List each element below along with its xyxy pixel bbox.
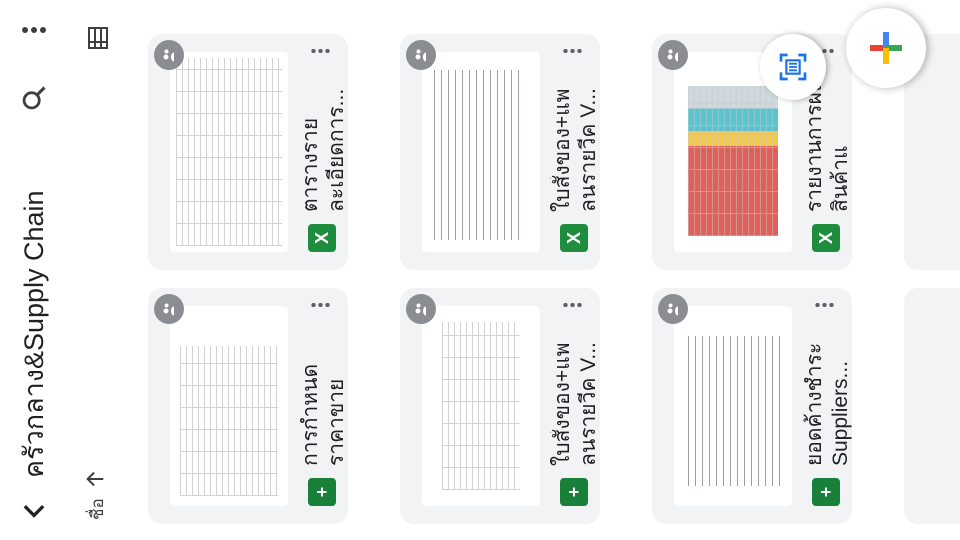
- file-name: ตารางรายละเอียดการ...: [299, 88, 348, 212]
- more-vert-icon: [310, 49, 330, 53]
- new-file-button[interactable]: [846, 8, 926, 88]
- list-view-button[interactable]: [78, 18, 118, 58]
- sort-direction-button[interactable]: [80, 464, 110, 494]
- file-name: ใบสั่งของ+แพลนรายวีค V...: [551, 342, 600, 466]
- arrow-up-icon: [86, 471, 104, 487]
- file-card[interactable]: + ใบสั่งของ+แพลนรายวีค V...: [400, 288, 600, 524]
- search-icon: [22, 86, 46, 110]
- more-vert-icon: [22, 27, 46, 33]
- shared-people-icon: [163, 49, 174, 62]
- sheets-type-icon: +: [812, 478, 840, 506]
- chevron-left-icon: [23, 505, 45, 518]
- excel-type-icon: X: [308, 224, 336, 252]
- file-more-button[interactable]: [804, 292, 844, 318]
- list-view-icon: [88, 27, 108, 49]
- sheets-type-icon: +: [560, 478, 588, 506]
- shared-badge: [154, 40, 184, 70]
- more-vert-icon: [562, 303, 582, 307]
- more-vert-icon: [562, 49, 582, 53]
- shared-people-icon: [667, 303, 678, 316]
- shared-people-icon: [163, 303, 174, 316]
- file-name: ยอดค้างชำระ Suppliers...: [803, 342, 852, 466]
- file-card[interactable]: X รายงานการผลิตสินค้าแ: [652, 34, 852, 270]
- shared-people-icon: [667, 49, 678, 62]
- excel-type-icon: X: [812, 224, 840, 252]
- shared-badge: [658, 40, 688, 70]
- file-thumbnail: [170, 306, 288, 506]
- sort-by-name-label[interactable]: ชื่อ: [88, 498, 107, 520]
- file-more-button[interactable]: [300, 292, 340, 318]
- shared-badge: [406, 294, 436, 324]
- folder-title: ครัวกลาง&Supply Chain: [19, 190, 49, 478]
- shared-people-icon: [415, 49, 426, 62]
- shared-badge: [154, 294, 184, 324]
- file-thumbnail: [422, 52, 540, 252]
- shared-badge: [406, 40, 436, 70]
- file-card[interactable]: + การกำหนดราคาขาย: [148, 288, 348, 524]
- more-vert-icon: [310, 303, 330, 307]
- file-thumbnail: [674, 306, 792, 506]
- file-card[interactable]: X ใบสั่งของ+แพลนรายวีค V...: [400, 34, 600, 270]
- sort-bar: ชื่อ: [72, 0, 124, 540]
- file-thumbnail: [422, 306, 540, 506]
- back-button[interactable]: [12, 490, 56, 530]
- file-name: การกำหนดราคาขาย: [299, 363, 348, 466]
- sheets-type-icon: +: [308, 478, 336, 506]
- document-scan-icon: [779, 53, 807, 81]
- file-card[interactable]: [904, 288, 960, 524]
- shared-people-icon: [415, 303, 426, 316]
- file-more-button[interactable]: [552, 292, 592, 318]
- file-card[interactable]: X ตารางรายละเอียดการ...: [148, 34, 348, 270]
- file-card[interactable]: + ยอดค้างชำระ Suppliers...: [652, 288, 852, 524]
- shared-badge: [658, 294, 688, 324]
- scan-document-button[interactable]: [760, 34, 826, 100]
- new-plus-icon: [870, 32, 902, 64]
- file-name: ใบสั่งของ+แพลนรายวีค V...: [551, 88, 600, 212]
- top-app-bar: ครัวกลาง&Supply Chain: [0, 0, 70, 540]
- search-button[interactable]: [12, 76, 56, 120]
- file-thumbnail: [170, 52, 288, 252]
- more-vert-icon: [814, 303, 834, 307]
- file-more-button[interactable]: [300, 38, 340, 64]
- excel-type-icon: X: [560, 224, 588, 252]
- more-options-button[interactable]: [12, 8, 56, 52]
- file-more-button[interactable]: [552, 38, 592, 64]
